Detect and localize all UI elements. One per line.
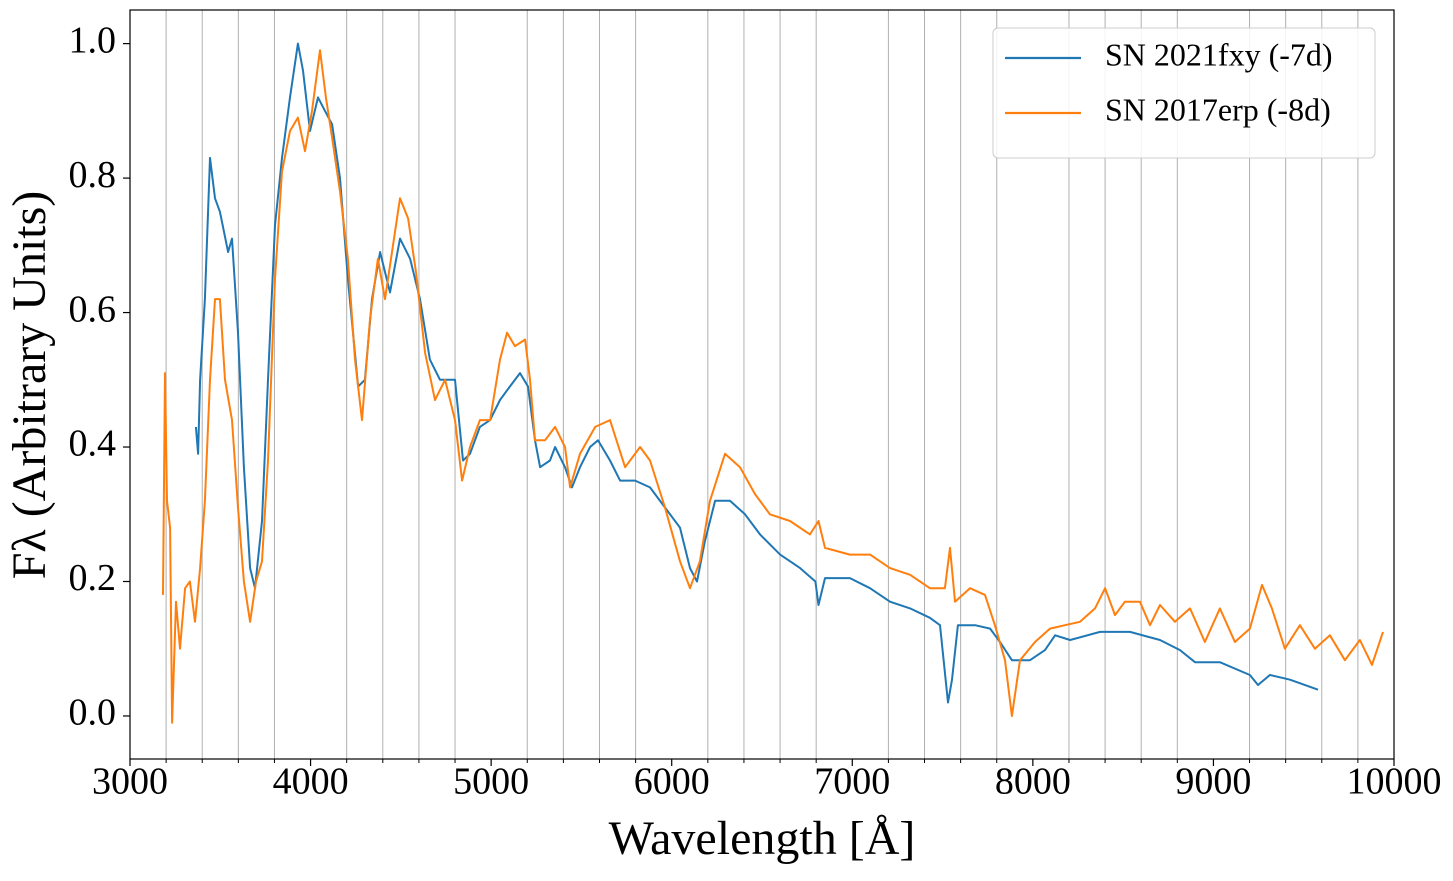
y-tick-label: 0.0 <box>69 692 117 734</box>
x-tick-label: 7000 <box>814 761 890 803</box>
y-tick-label: 0.2 <box>69 557 117 599</box>
x-axis-label: Wavelength [Å] <box>609 812 916 865</box>
x-tick-label: 5000 <box>453 761 529 803</box>
plot-lines <box>162 42 1384 724</box>
x-tick-label: 9000 <box>1175 761 1251 803</box>
y-tick-label: 0.4 <box>69 423 117 465</box>
y-tick-label: 0.6 <box>69 288 117 330</box>
legend-label: SN 2017erp (-8d) <box>1105 91 1331 127</box>
x-tick-label: 10000 <box>1347 761 1442 803</box>
y-tick-label: 1.0 <box>69 19 117 61</box>
ticks: 3000 4000 5000 6000 7000 8000 9000 10000 0.0 0.2 0… <box>69 19 1442 802</box>
y-axis-label: Fλ (Arbitrary Units) <box>3 191 56 580</box>
y-tick-label: 0.8 <box>69 154 117 196</box>
plot-frame <box>129 9 1395 760</box>
series-line <box>162 49 1384 724</box>
legend-box <box>992 27 1376 159</box>
x-tick-label: 6000 <box>634 761 710 803</box>
x-tick-label: 4000 <box>273 761 349 803</box>
legend: SN 2021fxy (-7d) SN 2017erp (-8d) <box>992 27 1376 159</box>
x-tick-label: 3000 <box>92 761 168 803</box>
legend-label: SN 2021fxy (-7d) <box>1105 36 1333 72</box>
x-tick-label: 8000 <box>995 761 1071 803</box>
